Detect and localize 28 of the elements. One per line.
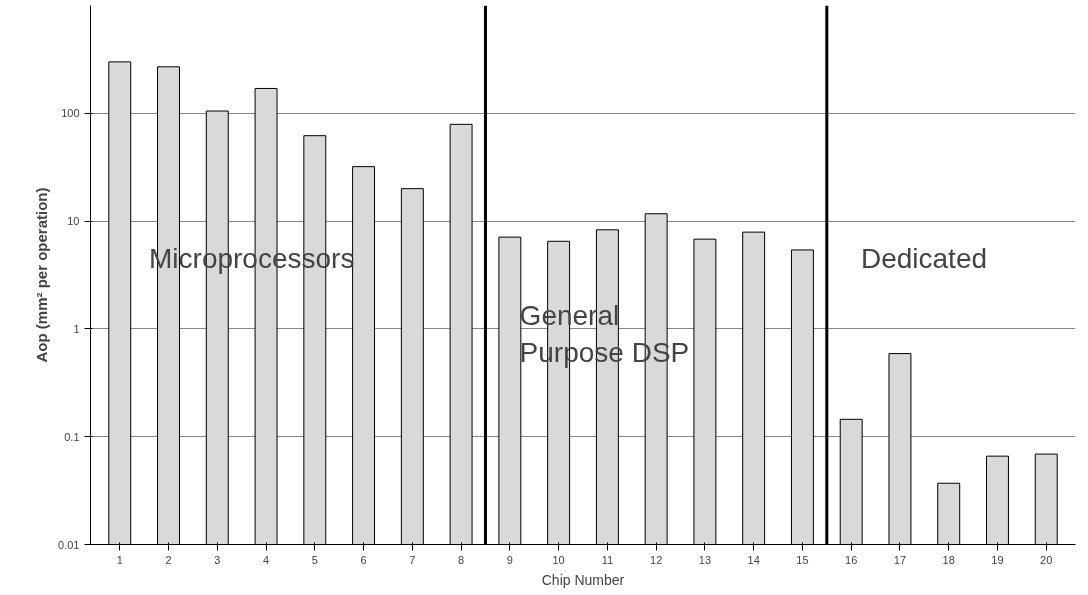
y-tick-label: 100 xyxy=(61,107,80,120)
x-axis-title: Chip Number xyxy=(541,571,625,588)
y-tick-label: 0.1 xyxy=(64,430,80,443)
x-tick-label: 9 xyxy=(506,553,513,566)
x-tick-label: 8 xyxy=(458,553,465,566)
x-tick-label: 18 xyxy=(942,553,955,566)
x-tick-label: 11 xyxy=(601,553,614,566)
x-tick-label: 14 xyxy=(747,553,760,566)
x-tick-label: 12 xyxy=(650,553,663,566)
x-tick-label: 4 xyxy=(262,553,270,566)
x-tick-label: 3 xyxy=(214,553,221,566)
y-axis-title: Aop (mm² per operation) xyxy=(33,187,51,363)
x-tick-label: 10 xyxy=(552,553,565,566)
x-tick-label: 2 xyxy=(165,553,172,566)
x-tick-label: 6 xyxy=(360,553,367,566)
x-tick-label: 7 xyxy=(409,553,416,566)
x-tick-label: 17 xyxy=(893,553,907,566)
annotation: Dedicated xyxy=(860,242,988,274)
y-tick-label: 1 xyxy=(73,322,80,335)
x-tick-label: 13 xyxy=(698,553,712,566)
x-tick-label: 5 xyxy=(311,553,318,566)
x-tick-label: 19 xyxy=(991,553,1004,566)
y-tick-label: 10 xyxy=(67,215,80,228)
x-tick-label: 20 xyxy=(1040,553,1053,566)
y-tick-label: 0.01 xyxy=(58,538,80,551)
x-tick-label: 15 xyxy=(796,553,809,566)
x-tick-label: 16 xyxy=(845,553,858,566)
x-tick-label: 1 xyxy=(116,553,123,566)
